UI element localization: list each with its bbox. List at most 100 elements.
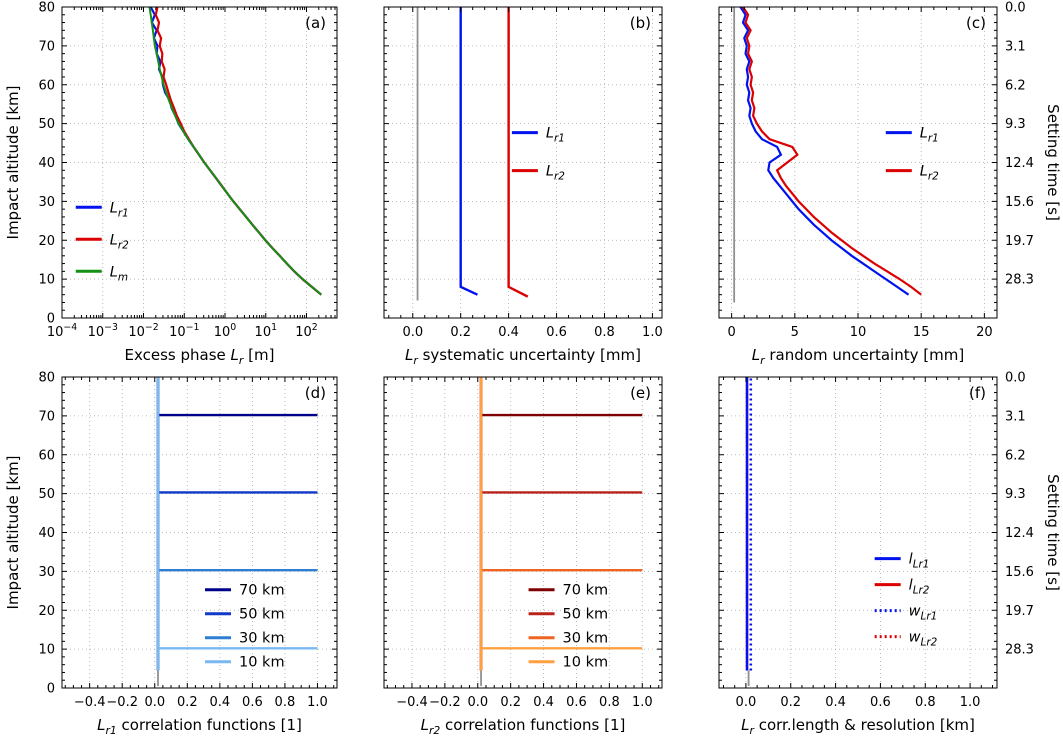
legend-label: 10 km: [563, 655, 609, 671]
x-tick-label: 1.0: [307, 695, 328, 710]
legend-label: Lr1: [546, 126, 565, 145]
x-tick-label: −0.4: [396, 695, 428, 710]
panel-tag: (b): [630, 14, 651, 32]
y-axis-label: Impact altitude [km]: [4, 86, 22, 240]
y-tick-label: 60: [38, 78, 55, 93]
panel-f: 0.0 0.2 0.4 0.6 0.8 1.0 0.0 3.1 6.2 9.3 12.4 15.6 19…: [718, 371, 1062, 737]
y-tick-label: 40: [38, 156, 55, 171]
x-tick-label: 0.2: [450, 325, 471, 340]
x-tick-label: 1.0: [642, 325, 663, 340]
x-tick-label: 100: [214, 322, 237, 340]
x-tick-label: 1.0: [632, 695, 653, 710]
legend-label: 50 km: [239, 607, 285, 623]
panel-d: −0.4 −0.2 0.0 0.2 0.4 0.6 0.8 1.0 0 10 20 30 40 50 60 7…: [4, 371, 338, 737]
right-tick-label: 6.2: [1005, 448, 1026, 463]
x-tick-label: 0: [727, 325, 735, 340]
y-tick-label: 50: [38, 117, 55, 132]
legend-label: wLr1: [909, 604, 938, 623]
legend-item: 10 km: [528, 655, 609, 671]
legend-item: Lr2: [511, 164, 565, 183]
legend-item: 30 km: [528, 631, 609, 647]
y-tick-label: 80: [38, 371, 55, 386]
series-L_m: [148, 7, 322, 296]
x-axis-label: Lr systematic uncertainty [mm]: [405, 346, 641, 367]
right-tick-label: 19.7: [1005, 234, 1034, 249]
legend-label: lLr2: [909, 578, 930, 597]
x-tick-label: 10−2: [128, 322, 158, 340]
right-tick-label: 0.0: [1005, 1, 1026, 16]
series-corr-70km: [156, 377, 318, 671]
x-tick-label: 0.0: [467, 695, 488, 710]
y-axis-label-right: Setting time [s]: [1044, 474, 1062, 591]
series-corr-70km: [479, 377, 643, 671]
legend-label: wLr2: [909, 630, 938, 649]
x-axis-label: Lr1 correlation functions [1]: [97, 716, 302, 737]
right-tick-label: 15.6: [1005, 565, 1034, 580]
y-tick-label: 0: [47, 682, 55, 697]
y-tick-label: 10: [38, 643, 55, 658]
x-tick-label: 0.2: [780, 695, 801, 710]
series-corr-30km: [479, 377, 643, 671]
legend-label: 70 km: [563, 583, 609, 599]
x-tick-label: 0.0: [402, 325, 423, 340]
y-tick-label: 30: [38, 565, 55, 580]
legend-label: Lr2: [920, 164, 939, 183]
axes-frame: [61, 376, 338, 689]
series-corr-10km: [479, 377, 643, 671]
panel-tag: (c): [966, 14, 986, 32]
legend-item: wLr2: [874, 630, 938, 649]
legend-label: 30 km: [563, 631, 609, 647]
y-tick-label: 20: [38, 234, 55, 249]
panel-tag: (a): [305, 14, 326, 32]
series-L_r1: [739, 7, 910, 296]
y-tick-label: 50: [38, 487, 55, 502]
x-axis-label: Lr2 correlation functions [1]: [421, 716, 626, 737]
x-tick-label: 0.0: [736, 695, 757, 710]
y-axis-label-right: Setting time [s]: [1044, 104, 1062, 221]
legend-item: Lm: [75, 264, 128, 283]
x-tick-label: −0.4: [74, 695, 106, 710]
x-tick-label: 0.8: [594, 325, 615, 340]
panel-tag: (f): [969, 384, 986, 402]
panel-e: −0.4 −0.2 0.0 0.2 0.4 0.6 0.8 1.0 Lr2 correlatio…: [383, 376, 663, 737]
x-tick-label: 0.6: [870, 695, 891, 710]
legend-label: 70 km: [239, 583, 285, 599]
legend-item: lLr1: [874, 552, 929, 571]
series-L_r1: [149, 7, 322, 296]
y-tick-label: 70: [38, 409, 55, 424]
legend-label: 30 km: [239, 631, 285, 647]
y-tick-label: 40: [38, 526, 55, 541]
x-tick-label: 0.2: [177, 695, 198, 710]
x-tick-label: 0.6: [242, 695, 263, 710]
right-tick-label: 12.4: [1005, 526, 1034, 541]
series-L_r2: [742, 7, 922, 296]
series-corr-50km: [479, 377, 643, 671]
right-tick-label: 9.3: [1005, 487, 1026, 502]
legend-item: 70 km: [205, 583, 285, 599]
legend-item: Lr2: [75, 232, 129, 251]
x-tick-label: 10: [850, 325, 867, 340]
x-tick-label: 0.6: [546, 325, 567, 340]
x-tick-label: −0.2: [106, 695, 138, 710]
right-tick-label: 19.7: [1005, 604, 1034, 619]
y-tick-label: 30: [38, 195, 55, 210]
series-L_r2: [154, 7, 322, 296]
legend-item: 50 km: [205, 607, 285, 623]
legend-item: Lr1: [75, 200, 129, 219]
x-tick-label: 0.4: [498, 325, 519, 340]
series-L_r2: [507, 7, 529, 298]
right-tick-label: 6.2: [1005, 78, 1026, 93]
x-tick-label: 0.0: [144, 695, 165, 710]
right-tick-label: 3.1: [1005, 39, 1026, 54]
panel-tag: (d): [305, 384, 326, 402]
panel-a: 10−4 10−3 10−2 10−1 100 101 102010203040506070…: [4, 1, 338, 367]
legend-item: 70 km: [528, 583, 609, 599]
x-tick-label: 0.4: [209, 695, 230, 710]
legend-label: 10 km: [239, 655, 285, 671]
x-axis-label: Lr random uncertainty [mm]: [752, 346, 964, 367]
x-tick-label: 0.4: [533, 695, 554, 710]
x-tick-label: 0.8: [599, 695, 620, 710]
x-tick-label: −0.2: [429, 695, 461, 710]
